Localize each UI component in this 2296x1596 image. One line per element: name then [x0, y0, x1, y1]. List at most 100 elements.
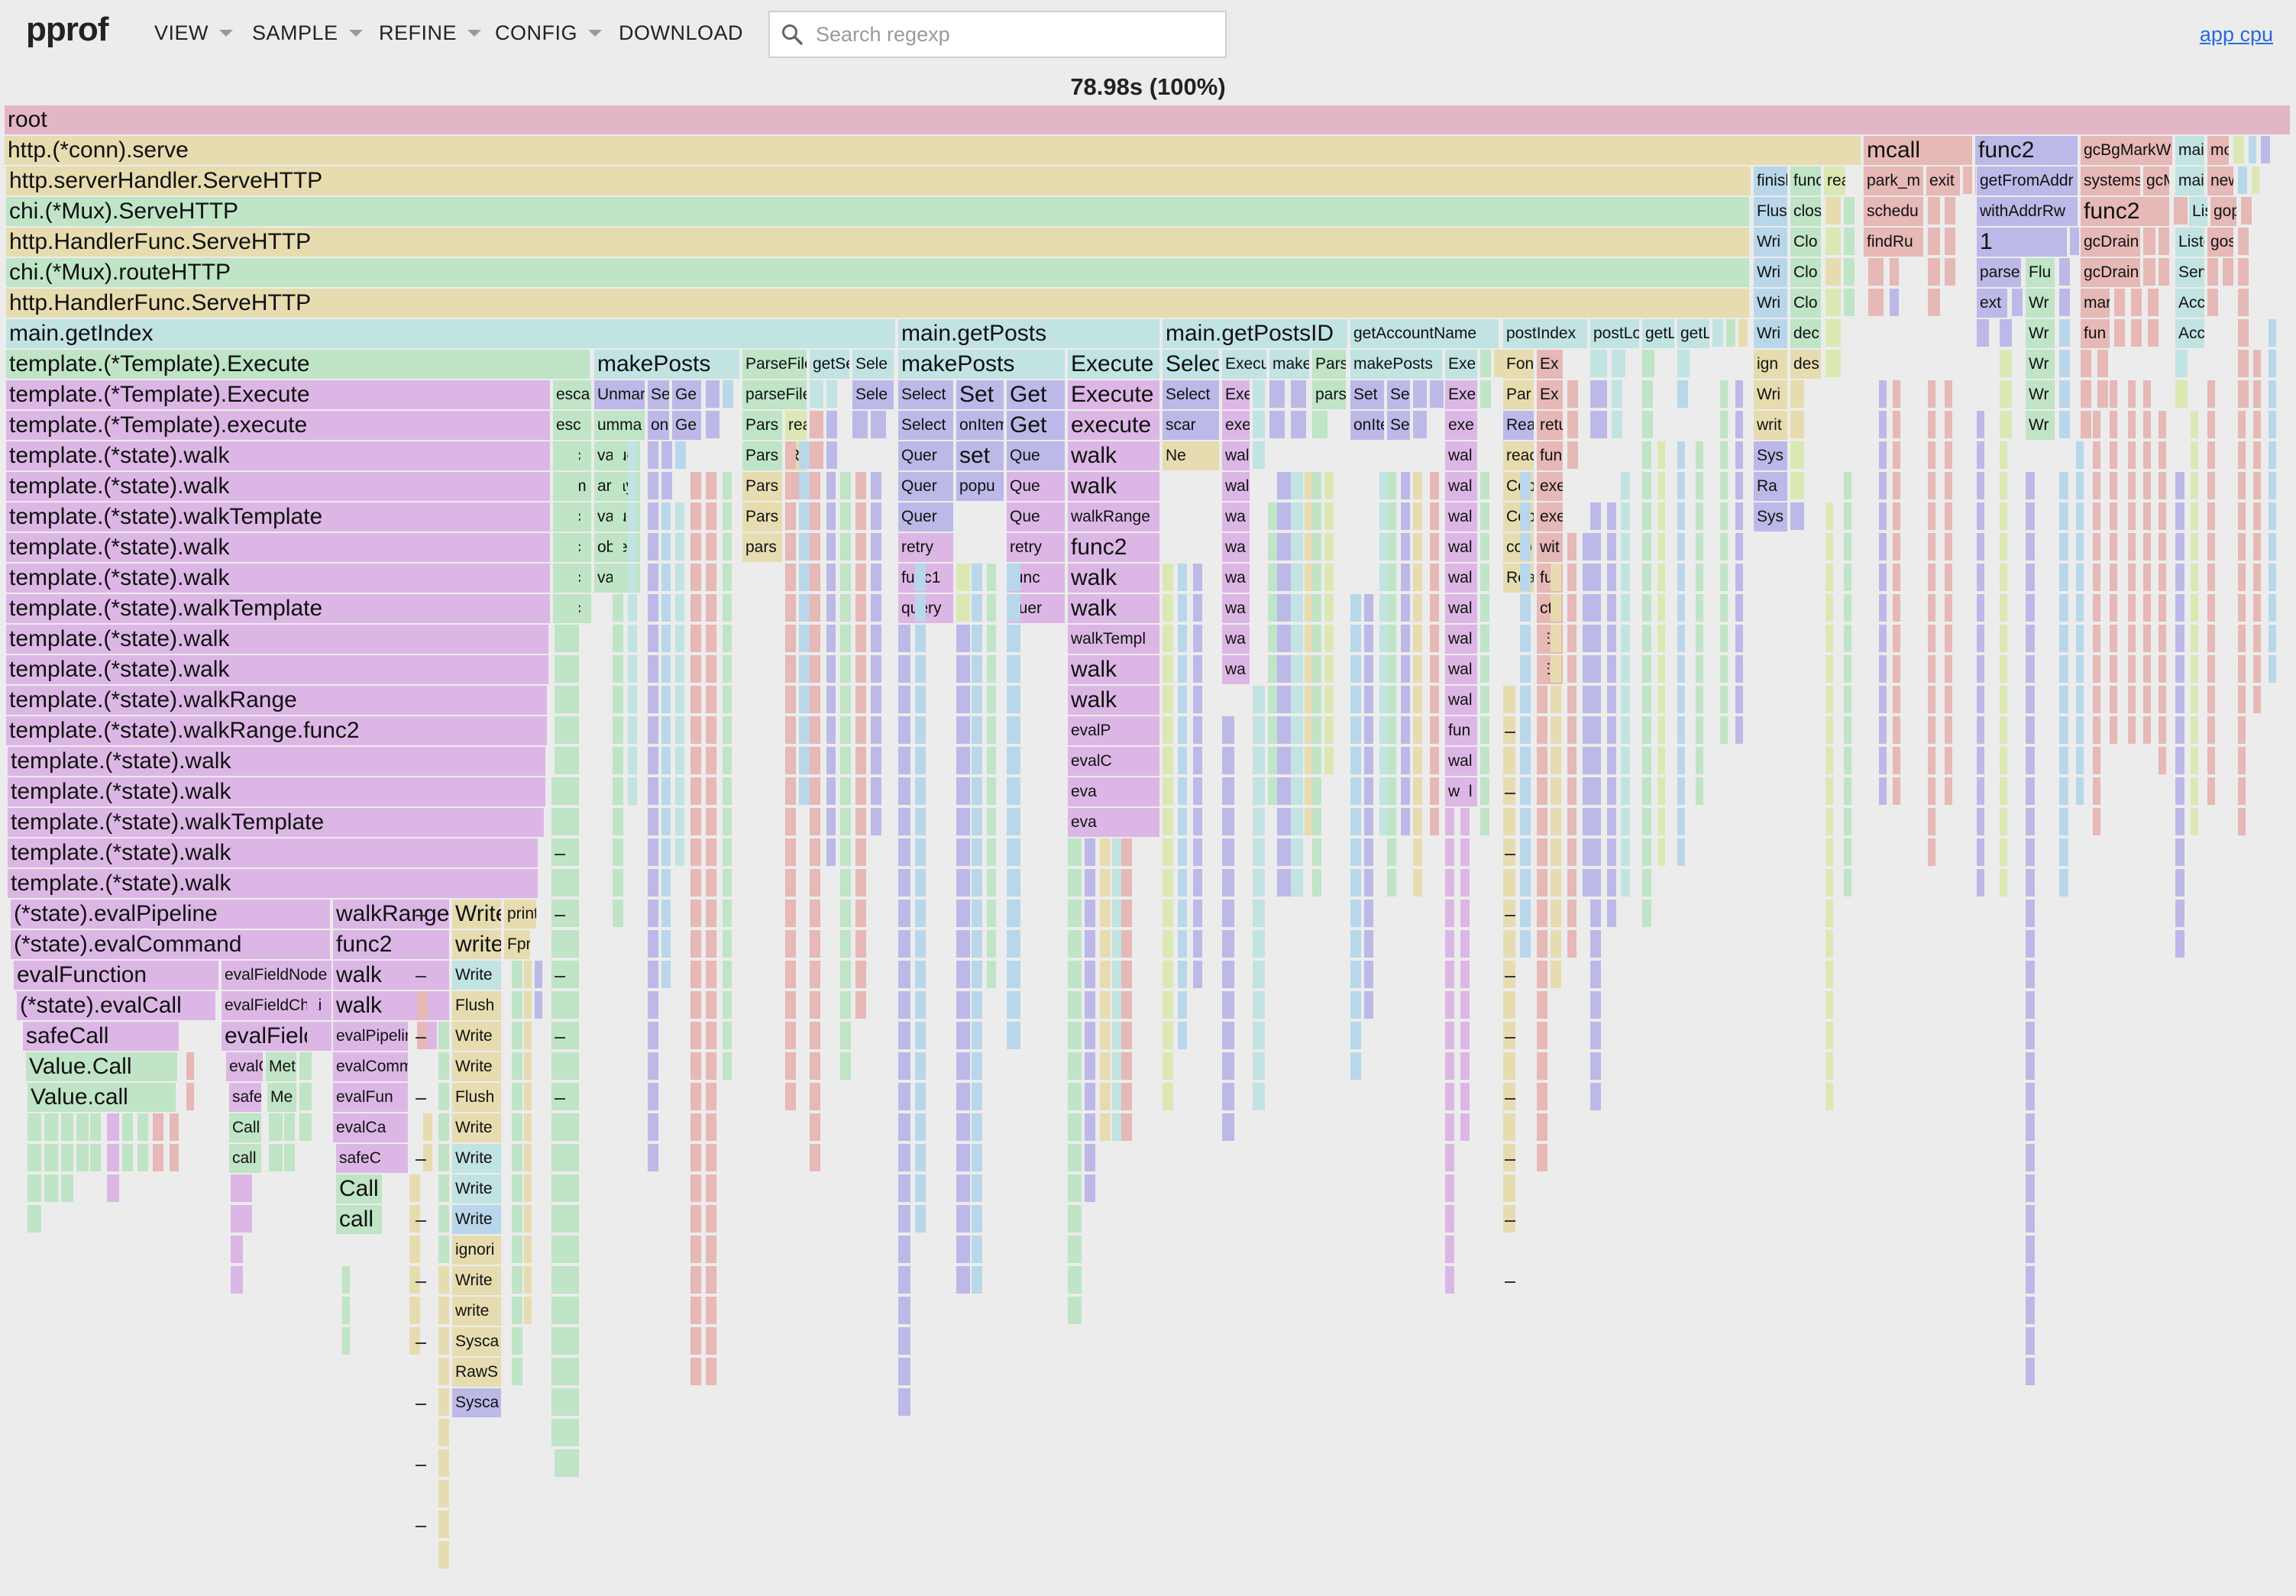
flame-frame[interactable]: [512, 1266, 522, 1294]
flame-frame[interactable]: Set: [956, 380, 1005, 409]
flame-frame[interactable]: [2059, 502, 2068, 530]
flame-frame[interactable]: [1621, 869, 1630, 897]
flame-frame[interactable]: [1413, 625, 1422, 652]
flame-frame[interactable]: [438, 1144, 449, 1171]
flame-frame[interactable]: [2269, 472, 2276, 499]
flame-frame[interactable]: [1312, 747, 1321, 774]
flame-frame[interactable]: [284, 1144, 295, 1171]
flame-frame[interactable]: [1590, 594, 1601, 622]
flame-frame[interactable]: [1305, 686, 1314, 713]
flame-frame[interactable]: ignori: [452, 1236, 503, 1265]
flame-frame[interactable]: [987, 930, 996, 958]
flame-frame[interactable]: [1430, 594, 1439, 622]
flame-frame[interactable]: template.(*state).walk: [6, 655, 550, 684]
flame-frame[interactable]: finish: [1754, 166, 1789, 195]
flame-frame[interactable]: [661, 716, 671, 744]
flame-frame[interactable]: [512, 1358, 522, 1385]
flame-frame[interactable]: [1537, 655, 1547, 683]
flame-frame[interactable]: [1642, 747, 1651, 774]
flame-frame[interactable]: [1413, 411, 1427, 438]
flame-frame[interactable]: [1268, 502, 1279, 530]
flame-frame[interactable]: safe: [229, 1083, 263, 1112]
flame-frame[interactable]: [231, 1266, 243, 1294]
flame-frame[interactable]: [551, 1113, 564, 1141]
flame-frame[interactable]: [555, 1449, 568, 1477]
flame-frame[interactable]: [1324, 716, 1334, 744]
flame-frame[interactable]: [2110, 564, 2117, 591]
flame-frame[interactable]: [1677, 716, 1685, 744]
flame-frame[interactable]: [675, 441, 686, 469]
flame-frame[interactable]: [555, 594, 568, 622]
flame-frame[interactable]: [1387, 655, 1396, 683]
flame-frame[interactable]: [1268, 716, 1279, 744]
flame-frame[interactable]: retry: [898, 533, 955, 562]
flame-frame[interactable]: [706, 472, 716, 499]
flame-frame[interactable]: Write: [452, 1174, 503, 1203]
flame-frame[interactable]: [648, 930, 658, 958]
flame-frame[interactable]: [512, 1297, 522, 1324]
flame-frame[interactable]: [915, 655, 926, 683]
flame-frame[interactable]: [723, 472, 732, 499]
flame-frame[interactable]: [438, 1297, 449, 1324]
flame-frame[interactable]: [1193, 686, 1202, 713]
flame-frame[interactable]: [690, 808, 701, 835]
flame-frame[interactable]: [1945, 258, 1955, 286]
flame-frame[interactable]: [2026, 838, 2035, 866]
flame-frame[interactable]: [661, 777, 671, 805]
flame-frame[interactable]: [785, 564, 796, 591]
flame-frame[interactable]: chi.(*Mux).routeHTTP: [6, 258, 1751, 287]
flame-frame[interactable]: [1193, 747, 1202, 774]
flame-frame[interactable]: Sele: [852, 350, 895, 379]
flame-frame[interactable]: [1413, 838, 1422, 866]
flame-frame[interactable]: [1460, 930, 1470, 958]
flame-frame[interactable]: [567, 869, 576, 897]
flame-frame[interactable]: [1977, 502, 1984, 530]
flame-frame[interactable]: [1551, 777, 1561, 805]
flame-frame[interactable]: [956, 564, 970, 591]
flame-frame[interactable]: [2159, 655, 2166, 683]
flame-frame[interactable]: [855, 594, 866, 622]
flame-frame[interactable]: [1567, 380, 1578, 408]
flame-frame[interactable]: [2128, 655, 2136, 683]
flame-frame[interactable]: [1928, 594, 1935, 622]
flame-frame[interactable]: write: [452, 930, 503, 959]
flame-frame[interactable]: [2191, 502, 2198, 530]
flame-frame[interactable]: [1312, 655, 1321, 683]
flame-frame[interactable]: [915, 808, 926, 835]
flame-frame[interactable]: Ra: [1754, 472, 1789, 501]
flame-frame[interactable]: [2253, 625, 2261, 652]
flame-frame[interactable]: [1291, 502, 1303, 530]
flame-frame[interactable]: ParseFile: [742, 350, 808, 379]
flame-frame[interactable]: [1642, 564, 1651, 591]
flame-frame[interactable]: Execu: [1222, 350, 1268, 379]
flame-frame[interactable]: [1607, 869, 1616, 897]
flame-frame[interactable]: [2026, 930, 2035, 958]
flame-frame[interactable]: [723, 838, 732, 866]
flame-frame[interactable]: [1364, 716, 1373, 744]
flame-frame[interactable]: [898, 1297, 910, 1324]
flame-frame[interactable]: [231, 1236, 243, 1263]
flame-frame[interactable]: Quer: [898, 472, 955, 501]
flame-frame[interactable]: [1480, 472, 1489, 499]
flame-frame[interactable]: [1551, 930, 1561, 958]
flame-frame[interactable]: [1178, 838, 1187, 866]
flame-frame[interactable]: Exe: [1222, 380, 1251, 409]
flame-frame[interactable]: [1825, 991, 1833, 1019]
flame-frame[interactable]: [1590, 747, 1601, 774]
flame-frame[interactable]: [1068, 1266, 1082, 1294]
flame-frame[interactable]: [2059, 869, 2068, 897]
flame-frame[interactable]: [1567, 838, 1576, 866]
flame-frame[interactable]: [855, 777, 866, 805]
flame-frame[interactable]: [1735, 441, 1743, 469]
flame-frame[interactable]: [1825, 869, 1833, 897]
flame-frame[interactable]: [1413, 808, 1422, 835]
flame-frame[interactable]: [2253, 594, 2261, 622]
flame-frame[interactable]: [1879, 533, 1887, 561]
flame-frame[interactable]: [826, 472, 836, 499]
flame-frame[interactable]: [826, 533, 836, 561]
flame-frame[interactable]: [2143, 441, 2151, 469]
flame-frame[interactable]: [1430, 564, 1439, 591]
flame-frame[interactable]: [810, 411, 823, 438]
flame-frame[interactable]: [799, 594, 810, 622]
flame-frame[interactable]: [1494, 350, 1503, 377]
